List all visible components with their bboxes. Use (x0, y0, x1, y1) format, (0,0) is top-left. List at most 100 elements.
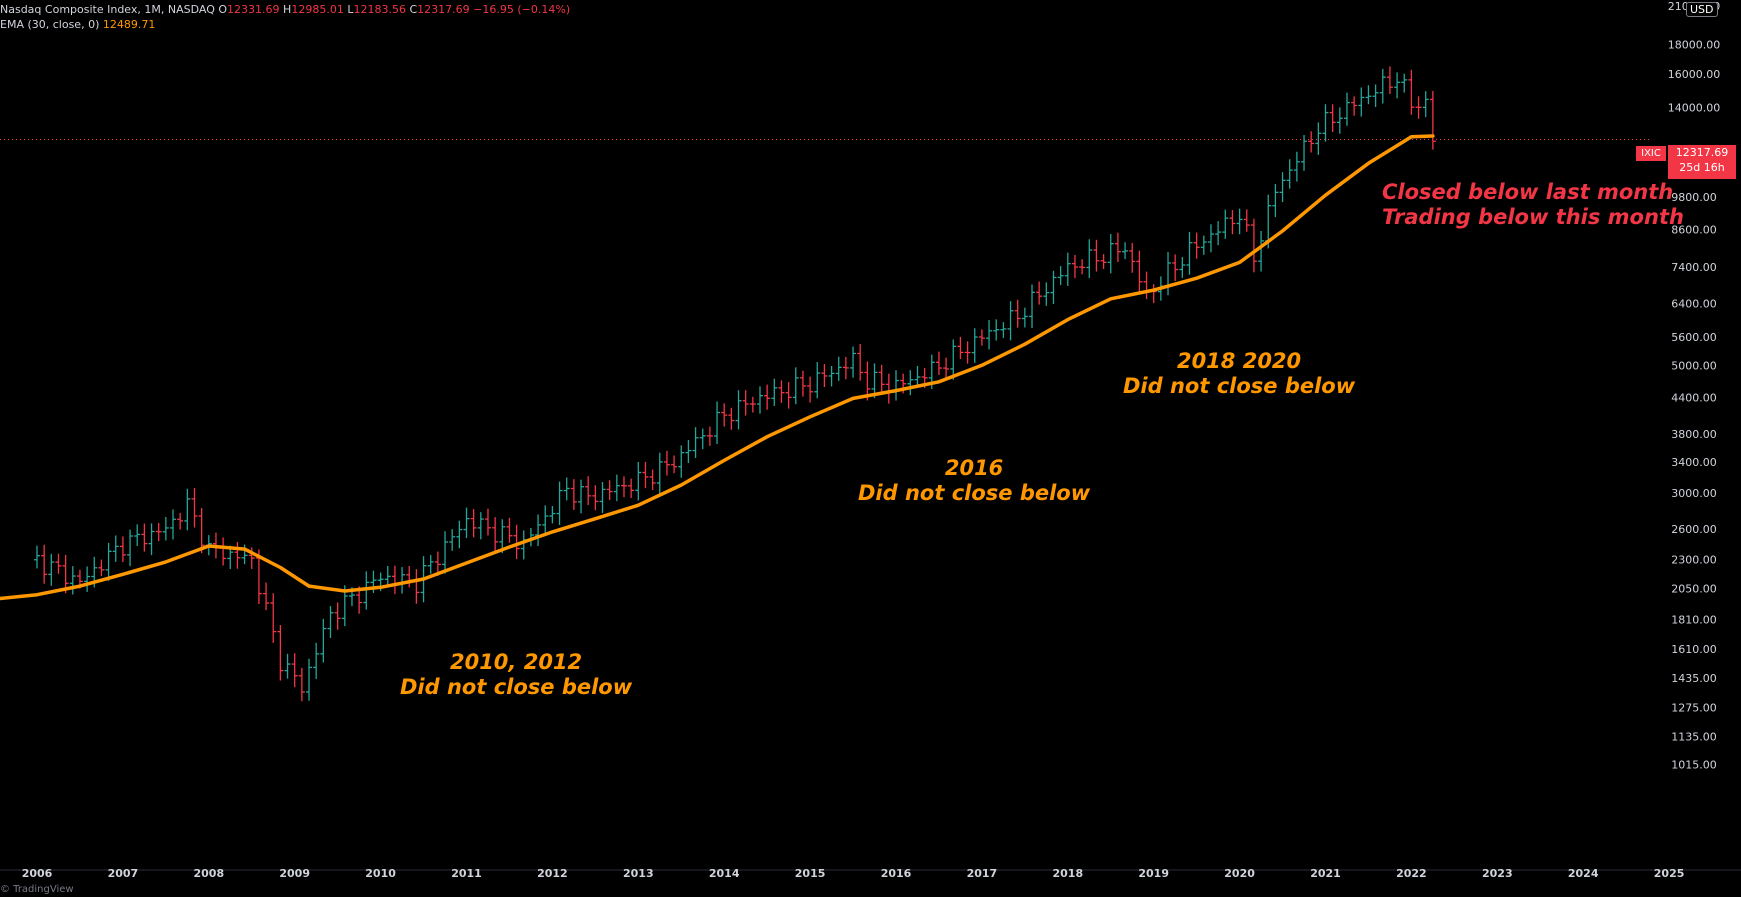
ohlc-bar (277, 625, 284, 681)
ohlc-bar (141, 523, 148, 552)
ohlc-bar (578, 479, 585, 514)
time-axis-tick-label: 2025 (1654, 867, 1685, 880)
high-value: 12985.01 (291, 3, 344, 16)
annotation-2018-2020-line1: 2018 2020 (1176, 349, 1302, 373)
ohlc-bar (270, 593, 277, 643)
time-axis-tick-label: 2018 (1052, 867, 1083, 880)
ohlc-bar (799, 370, 806, 397)
ohlc-bar (935, 351, 942, 375)
ohlc-bar (1122, 242, 1129, 260)
annotation-2010-2012-line2: Did not close below (400, 675, 633, 699)
ohlc-bar (413, 569, 420, 604)
series-title[interactable]: Nasdaq Composite Index, 1M, NASDAQ (0, 3, 215, 16)
ohlc-bar (1286, 159, 1293, 189)
price-axis-tick-label: 5600.00 (1671, 331, 1717, 344)
ohlc-bar (1057, 266, 1064, 286)
ohlc-bar (1071, 254, 1078, 279)
price-axis-tick-label: 2050.00 (1671, 583, 1717, 596)
last-price-value: 12317.69 (1675, 146, 1729, 159)
close-value: 12317.69 (417, 3, 470, 16)
ohlc-bar (406, 565, 413, 588)
ohlc-bar (306, 658, 313, 701)
ohlc-bar (1258, 231, 1265, 272)
ohlc-bar (613, 474, 620, 502)
ohlc-bar (671, 455, 678, 474)
ohlc-bar (835, 356, 842, 381)
time-axis-tick-label: 2021 (1310, 867, 1341, 880)
ohlc-bar (814, 362, 821, 399)
ohlc-bar (556, 481, 563, 525)
ohlc-bar (706, 426, 713, 446)
ohlc-bar (1429, 91, 1436, 150)
ohlc-bar (1029, 284, 1036, 328)
ohlc-bar (1143, 271, 1150, 300)
ohlc-bar (456, 520, 463, 549)
ohlc-bar (234, 541, 241, 569)
ohlc-bar (1422, 91, 1429, 118)
currency-button[interactable]: USD (1686, 2, 1718, 17)
ohlc-bar (907, 370, 914, 396)
ohlc-bar (1114, 232, 1121, 263)
ohlc-bar (148, 523, 155, 556)
ohlc-bar (563, 477, 570, 501)
ohlc-bar (1408, 69, 1415, 115)
annotation-current-line1: Closed below last month (1382, 180, 1674, 204)
ohlc-bar (635, 461, 642, 501)
ohlc-bar (334, 602, 341, 630)
ohlc-bar (857, 344, 864, 381)
time-axis-tick-label: 2011 (451, 867, 482, 880)
annotation-2016-line1: 2016 (944, 456, 1004, 480)
ohlc-bar (427, 555, 434, 574)
ohlc-bar (742, 390, 749, 416)
price-axis-tick-label: 18000.00 (1668, 39, 1721, 52)
time-axis[interactable]: 2006 2007 2008 2009 2010 2011 2012 2013 2014 2015… (0, 867, 1741, 880)
ema-30-line (0, 134, 1435, 601)
high-label: H (283, 3, 292, 16)
annotation-current-line2: Trading below this month (1382, 205, 1684, 229)
ohlc-row: Nasdaq Composite Index, 1M, NASDAQ O1233… (0, 2, 570, 17)
ema-label[interactable]: EMA (30, close, 0) (0, 18, 100, 31)
price-axis-tick-label: 1135.00 (1671, 731, 1717, 744)
chart-legend: Nasdaq Composite Index, 1M, NASDAQ O1233… (0, 2, 570, 32)
price-axis-tick-label: 2300.00 (1671, 554, 1717, 567)
ohlc-bar (599, 481, 606, 513)
time-axis-tick-label: 2015 (795, 867, 826, 880)
time-axis-tick-label: 2008 (193, 867, 224, 880)
ohlc-bar (284, 653, 291, 679)
ohlc-bar (520, 530, 527, 560)
price-axis-tick-label: 1435.00 (1671, 672, 1717, 685)
ohlc-bar (721, 403, 728, 427)
ohlc-bar (620, 476, 627, 498)
ohlc-bar (127, 529, 134, 567)
ohlc-bar (69, 566, 76, 595)
ohlc-bar (399, 567, 406, 594)
ohlc-bar (105, 542, 112, 581)
ohlc-bar (978, 329, 985, 346)
ohlc-bar (1343, 92, 1350, 126)
time-axis-tick-label: 2023 (1482, 867, 1513, 880)
price-axis[interactable]: 1015.00 1135.00 1275.00 1435.00 1610.00 1810.… (1652, 0, 1741, 870)
ohlc-bar (771, 378, 778, 406)
ohlc-bar (298, 667, 305, 702)
change-value: −16.95 (−0.14%) (473, 3, 571, 16)
ohlc-bar (1222, 209, 1229, 239)
time-axis-tick-label: 2016 (881, 867, 912, 880)
ohlc-bar (821, 364, 828, 388)
ohlc-bar (692, 427, 699, 458)
ohlc-bars (34, 66, 1436, 702)
annotation-2016-line2: Did not close below (858, 481, 1091, 505)
ohlc-bar (1301, 134, 1308, 171)
ohlc-bar (384, 566, 391, 586)
price-axis-tick-label: 14000.00 (1668, 101, 1721, 114)
ohlc-bar (1293, 151, 1300, 182)
ohlc-bar (699, 428, 706, 450)
ohlc-bar (663, 450, 670, 476)
price-axis-tick-label: 16000.00 (1668, 68, 1721, 81)
ohlc-bar (1186, 231, 1193, 275)
ohlc-bar (1394, 72, 1401, 99)
ohlc-bar (470, 509, 477, 538)
ohlc-bar (449, 529, 456, 551)
price-axis-tick-label: 4400.00 (1671, 391, 1717, 404)
ohlc-bar (1358, 87, 1365, 117)
